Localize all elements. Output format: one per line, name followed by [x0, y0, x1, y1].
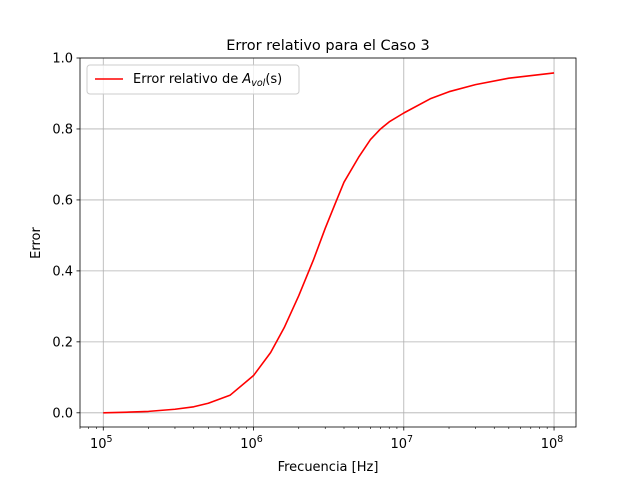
- y-tick-label: 0.2: [52, 335, 73, 350]
- legend-label-suffix: (s): [265, 72, 282, 87]
- legend-label-symbol: A: [241, 72, 251, 87]
- plot-area: [80, 58, 576, 427]
- y-tick-label: 0.6: [52, 193, 73, 208]
- legend-label-subscript: vol: [251, 78, 265, 89]
- chart-title: Error relativo para el Caso 3: [226, 38, 430, 54]
- y-tick-label: 0.8: [52, 122, 73, 137]
- y-axis-label: Error: [29, 227, 44, 259]
- series-layer: [103, 72, 555, 414]
- x-tick-label: 108: [541, 434, 564, 452]
- y-tick-label: 1.0: [52, 52, 73, 67]
- legend-frame: [86, 64, 300, 95]
- x-axis-label: Frecuencia [Hz]: [278, 460, 379, 475]
- legend-label: Error relativo de Avol(s): [133, 72, 282, 89]
- y-tick-label: 0.0: [52, 406, 73, 421]
- x-tick-label: 106: [240, 434, 263, 452]
- plot-frame: [79, 57, 577, 428]
- y-tick-label: 0.4: [52, 264, 73, 279]
- x-tick-label: 107: [390, 434, 413, 452]
- series-line: [103, 72, 555, 414]
- ticks: 105 106 107 108 0.0 0.2 0.4 0.6 0.8 1.0: [52, 52, 563, 453]
- legend-label-prefix: Error relativo de: [133, 72, 242, 87]
- x-tick-label: 105: [90, 434, 113, 452]
- legend: Error relativo de Avol(s): [86, 64, 300, 95]
